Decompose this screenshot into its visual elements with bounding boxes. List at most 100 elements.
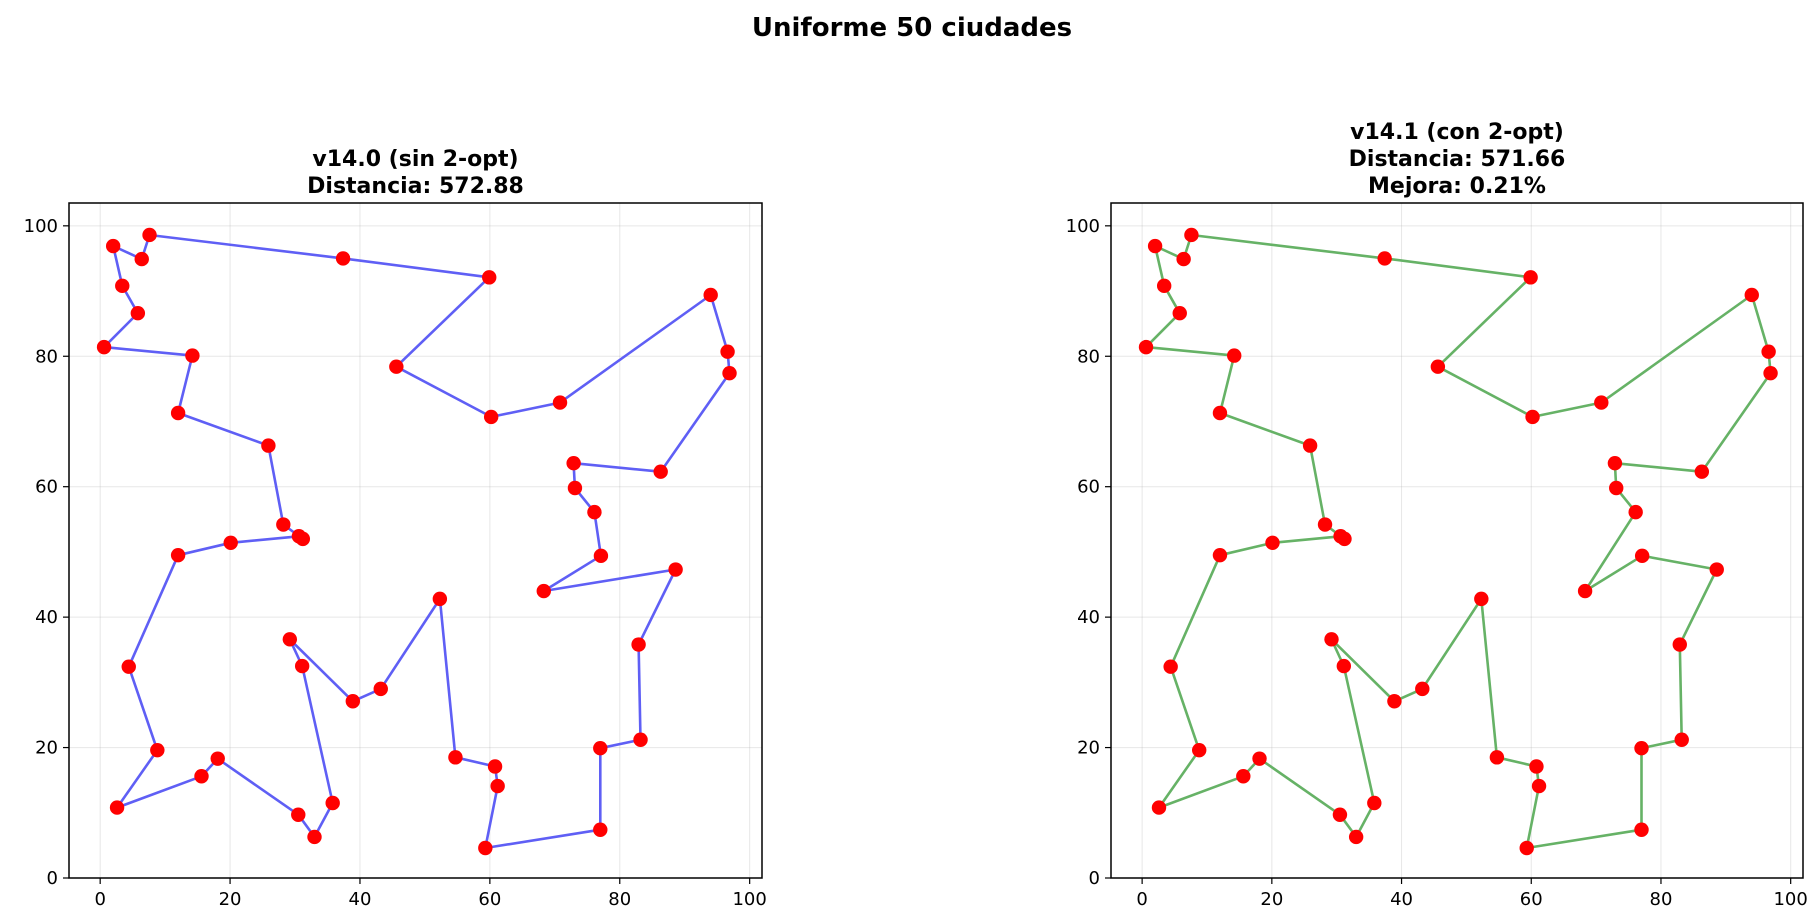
city-point-35 bbox=[1192, 742, 1207, 758]
city-point-13 bbox=[593, 548, 609, 564]
city-point-26 bbox=[345, 694, 361, 709]
city-point-15 bbox=[1709, 562, 1724, 577]
city-point-20 bbox=[478, 840, 493, 856]
city-point-1 bbox=[335, 251, 351, 266]
city-point-36 bbox=[121, 659, 136, 674]
city-point-33 bbox=[194, 769, 209, 784]
city-point-3 bbox=[1430, 359, 1446, 374]
city-point-46 bbox=[1172, 306, 1187, 321]
city-point-4 bbox=[1525, 409, 1540, 425]
y-tick-label-3: 60 bbox=[1077, 477, 1100, 498]
x-tick-label-3: 60 bbox=[1520, 889, 1543, 910]
city-point-2 bbox=[1523, 270, 1538, 285]
city-point-21 bbox=[1531, 778, 1547, 794]
city-point-18 bbox=[593, 741, 608, 756]
city-point-19 bbox=[1634, 822, 1649, 837]
city-point-45 bbox=[96, 339, 112, 355]
city-point-16 bbox=[1672, 637, 1687, 652]
city-point-48 bbox=[1147, 238, 1163, 254]
city-point-19 bbox=[593, 822, 608, 837]
city-point-20 bbox=[1519, 840, 1534, 856]
city-point-29 bbox=[1367, 795, 1382, 811]
city-point-17 bbox=[1674, 732, 1689, 747]
city-point-0 bbox=[1184, 227, 1199, 243]
city-point-18 bbox=[1634, 741, 1649, 756]
city-point-11 bbox=[1609, 480, 1624, 496]
chart-title-line-2: Mejora: 0.21% bbox=[1368, 174, 1546, 199]
city-point-22 bbox=[1529, 759, 1544, 774]
city-point-47 bbox=[1156, 278, 1172, 294]
x-tick-label-5: 100 bbox=[1773, 889, 1807, 910]
x-tick-label-4: 80 bbox=[608, 889, 631, 910]
city-point-4 bbox=[483, 409, 499, 425]
city-point-12 bbox=[587, 504, 602, 520]
chart-title-line-1: Distancia: 571.66 bbox=[1349, 147, 1566, 172]
chart-panel-v141: 0 20 40 60 80 100 0 20 40 60 80 100 v14.1 (con 2-opt… bbox=[1066, 120, 1808, 910]
city-point-30 bbox=[307, 829, 322, 845]
city-point-10 bbox=[1607, 456, 1623, 471]
city-point-31 bbox=[1332, 807, 1348, 822]
city-point-1 bbox=[1377, 251, 1392, 266]
city-point-40 bbox=[295, 531, 311, 547]
x-tick-label-1: 20 bbox=[1260, 889, 1283, 910]
city-point-41 bbox=[1317, 517, 1333, 532]
city-point-16 bbox=[631, 637, 646, 652]
city-point-42 bbox=[261, 438, 276, 453]
city-point-14 bbox=[536, 583, 551, 599]
city-point-48 bbox=[105, 238, 121, 254]
city-point-26 bbox=[1387, 694, 1402, 709]
city-point-41 bbox=[276, 517, 291, 532]
city-point-0 bbox=[142, 227, 157, 243]
chart-title-line-1: Distancia: 572.88 bbox=[307, 174, 524, 199]
city-point-6 bbox=[1744, 287, 1759, 303]
city-point-7 bbox=[1761, 344, 1776, 359]
city-point-7 bbox=[720, 344, 735, 359]
city-point-34 bbox=[1151, 800, 1167, 815]
city-point-9 bbox=[653, 464, 668, 479]
city-point-27 bbox=[282, 632, 298, 647]
axis-frame bbox=[1110, 202, 1804, 879]
city-point-5 bbox=[552, 395, 568, 410]
x-tick-label-2: 40 bbox=[349, 889, 372, 910]
city-point-40 bbox=[1337, 531, 1352, 547]
city-point-37 bbox=[1212, 547, 1228, 563]
city-point-32 bbox=[1252, 751, 1267, 766]
city-point-10 bbox=[566, 456, 581, 471]
chart-title-line-0: v14.1 (con 2-opt) bbox=[1350, 120, 1564, 145]
city-point-33 bbox=[1236, 769, 1251, 784]
x-tick-label-5: 100 bbox=[732, 889, 766, 910]
x-tick-label-2: 40 bbox=[1390, 889, 1413, 910]
city-point-29 bbox=[325, 795, 340, 811]
city-point-17 bbox=[633, 732, 648, 747]
city-point-28 bbox=[294, 658, 310, 674]
city-point-34 bbox=[109, 800, 125, 815]
city-points bbox=[96, 227, 737, 856]
city-point-8 bbox=[722, 366, 737, 381]
chart-title-line-0: v14.0 (sin 2-opt) bbox=[312, 147, 518, 172]
city-point-37 bbox=[170, 547, 186, 563]
city-point-8 bbox=[1763, 366, 1778, 381]
city-point-30 bbox=[1348, 829, 1364, 845]
city-point-28 bbox=[1336, 658, 1352, 674]
city-point-45 bbox=[1138, 339, 1154, 355]
city-point-25 bbox=[1415, 681, 1430, 697]
city-point-3 bbox=[389, 359, 404, 374]
city-point-24 bbox=[432, 591, 448, 607]
city-point-23 bbox=[448, 750, 463, 765]
y-tick-label-2: 40 bbox=[1077, 607, 1100, 628]
y-tick-label-5: 100 bbox=[24, 216, 58, 237]
city-point-27 bbox=[1324, 632, 1339, 647]
city-point-9 bbox=[1694, 464, 1710, 479]
city-point-36 bbox=[1163, 659, 1178, 674]
x-tick-label-1: 20 bbox=[219, 889, 242, 910]
y-tick-label-4: 80 bbox=[1077, 346, 1100, 367]
city-point-14 bbox=[1634, 548, 1650, 564]
y-tick-label-1: 20 bbox=[1077, 738, 1100, 759]
city-point-21 bbox=[490, 778, 505, 794]
city-point-32 bbox=[210, 751, 225, 766]
city-point-31 bbox=[291, 807, 306, 822]
city-point-13 bbox=[1577, 583, 1593, 599]
city-point-23 bbox=[1489, 750, 1505, 765]
y-tick-label-4: 80 bbox=[35, 346, 58, 367]
